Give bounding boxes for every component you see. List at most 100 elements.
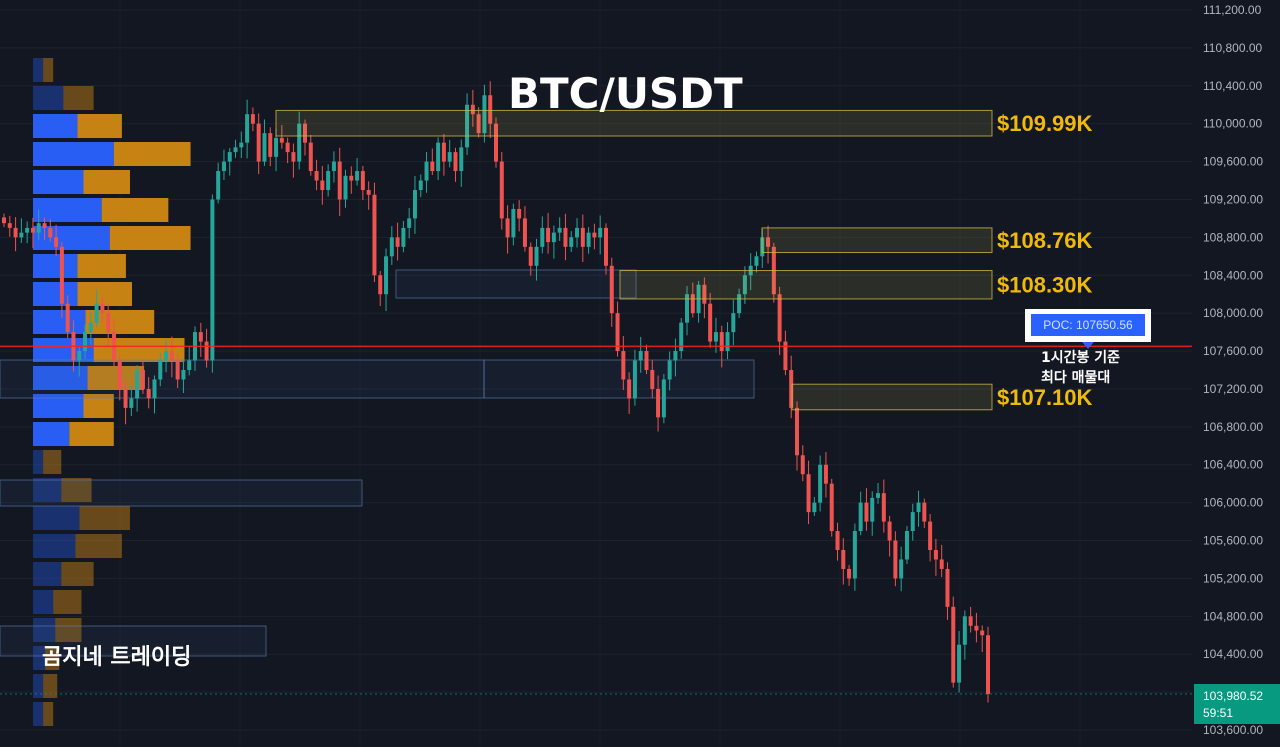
candle-body-103 [598, 227, 603, 238]
candle-body-3 [19, 232, 24, 238]
candle-body-18 [106, 313, 111, 333]
level-label-0: $109.99K [997, 111, 1093, 136]
candle-body-64 [372, 194, 377, 276]
candle-body-130 [754, 256, 759, 266]
candle-body-21 [123, 388, 128, 408]
candle-body-80 [465, 104, 470, 148]
poc-callout[interactable]: POC: 107650.56 1시간봉 기준 최다 매물대 [1025, 309, 1151, 386]
vp-sell-bar-16 [79, 506, 130, 530]
vp-sell-bar-11 [87, 366, 145, 390]
candle-body-126 [731, 313, 736, 333]
candle-body-98 [569, 237, 574, 247]
candle-body-82 [476, 114, 481, 134]
candle-body-124 [719, 332, 724, 352]
candle-body-132 [766, 237, 771, 247]
vp-buy-bar-6 [33, 226, 110, 250]
level-zone-1 [761, 227, 993, 254]
candle-body-114 [661, 379, 666, 418]
candle-body-71 [412, 190, 417, 219]
vp-buy-bar-11 [33, 366, 88, 390]
candle-body-56 [326, 171, 331, 190]
candle-body-122 [708, 303, 713, 342]
watermark-text: 곰지네 트레이딩 [42, 645, 191, 670]
candle-body-36 [210, 199, 215, 361]
vp-sell-bar-10 [93, 338, 185, 362]
candle-body-48 [279, 137, 284, 143]
y-tick-label-10: 107,200.00 [1203, 382, 1263, 396]
candle-body-168 [974, 625, 979, 631]
candle-body-61 [355, 171, 360, 181]
price-axis[interactable]: 111,200.00 110,800.00 110,400.00 110,000.00… [1203, 3, 1263, 737]
candle-body-68 [395, 237, 400, 247]
vp-sell-bar-14 [43, 450, 62, 474]
vp-buy-bar-1 [33, 86, 64, 110]
candle-body-47 [274, 137, 279, 157]
candle-body-29 [169, 351, 174, 361]
candle-body-75 [436, 142, 441, 172]
candle-body-45 [262, 133, 267, 162]
zone-box-1 [483, 359, 755, 399]
candle-body-141 [818, 464, 823, 503]
candle-body-5 [30, 227, 35, 233]
price-grid [0, 9, 1192, 731]
vp-sell-bar-15 [61, 478, 92, 502]
candle-body-9 [54, 237, 59, 247]
last-price-tag[interactable]: 103,980.52 59:51 [1194, 684, 1280, 724]
candle-body-85 [494, 123, 498, 162]
vp-sell-bar-17 [75, 534, 122, 558]
candle-body-149 [864, 502, 869, 522]
candle-body-8 [48, 227, 53, 238]
vp-buy-bar-22 [33, 674, 44, 698]
candle-body-72 [418, 180, 423, 190]
candle-body-76 [441, 142, 446, 162]
zone-box-4 [395, 269, 637, 299]
candle-body-43 [250, 114, 255, 124]
vp-buy-bar-9 [33, 310, 86, 334]
candle-body-79 [459, 147, 464, 172]
candle-body-90 [522, 218, 527, 247]
level-label-2: $108.30K [997, 273, 1093, 298]
candle-body-28 [164, 351, 169, 361]
vp-buy-bar-23 [33, 702, 44, 726]
candle-body-10 [59, 246, 64, 304]
y-tick-label-12: 106,400.00 [1203, 458, 1263, 472]
candle-body-123 [713, 332, 718, 342]
poc-pointer-icon [1082, 342, 1094, 349]
candle-body-66 [384, 256, 389, 295]
candlesticks [2, 81, 990, 703]
y-tick-label-8: 108,000.00 [1203, 306, 1263, 320]
candle-body-89 [517, 208, 522, 219]
candle-body-23 [135, 370, 140, 399]
candle-body-37 [216, 171, 221, 200]
candle-body-52 [302, 123, 307, 143]
vp-sell-bar-7 [77, 254, 126, 278]
candle-body-13 [77, 351, 82, 361]
vp-sell-bar-5 [101, 198, 169, 222]
candle-body-44 [256, 123, 261, 162]
y-tick-label-19: 103,600.00 [1203, 723, 1263, 737]
candle-body-170 [986, 635, 990, 694]
zone-box-2 [0, 479, 363, 507]
candle-body-16 [94, 303, 99, 323]
candle-body-100 [580, 227, 585, 247]
candle-body-27 [158, 360, 163, 380]
candle-body-166 [962, 616, 967, 645]
candle-body-148 [858, 502, 863, 532]
candle-body-151 [876, 493, 881, 498]
poc-note-line1: 1시간봉 기준 [1041, 349, 1120, 366]
candle-body-63 [366, 190, 371, 195]
candle-body-162 [939, 559, 944, 569]
candle-body-158 [916, 502, 921, 513]
vp-buy-bar-7 [33, 254, 78, 278]
candle-body-57 [331, 161, 336, 172]
candle-body-135 [783, 341, 788, 370]
candle-body-150 [870, 497, 875, 522]
candle-body-154 [893, 540, 898, 579]
candle-body-34 [198, 332, 203, 342]
y-tick-label-3: 110,000.00 [1203, 117, 1262, 131]
vp-buy-bar-8 [33, 282, 78, 306]
candle-body-97 [563, 227, 568, 247]
poc-note-line2: 최다 매물대 [1041, 370, 1110, 386]
candle-body-39 [227, 152, 232, 162]
